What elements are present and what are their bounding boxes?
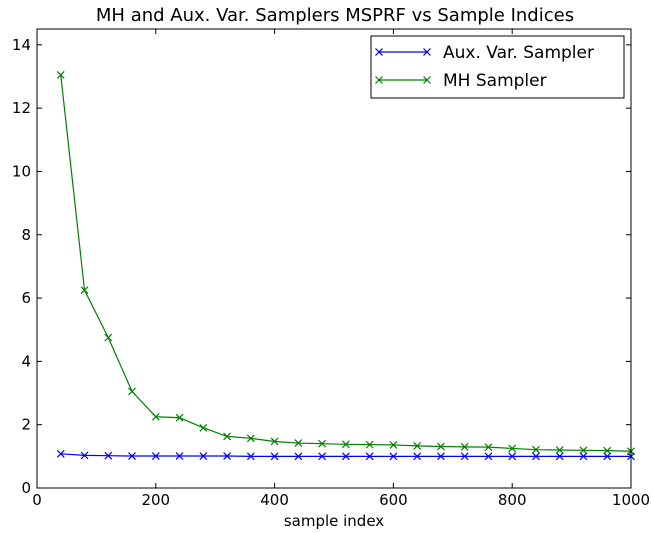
data-point: [104, 333, 113, 342]
data-point: [365, 452, 374, 461]
chart-title: MH and Aux. Var. Samplers MSPRF vs Sampl…: [96, 5, 574, 26]
data-point: [56, 449, 65, 458]
data-point: [341, 440, 350, 449]
data-point: [294, 452, 303, 461]
data-point: [128, 452, 136, 460]
plot-layer: [56, 70, 635, 461]
data-point: [579, 446, 588, 455]
data-point: [199, 452, 208, 460]
legend-label-1: MH Sampler: [443, 71, 547, 91]
legend-marker: [423, 48, 431, 56]
y-tick-label: 12: [12, 99, 31, 117]
x-tick-label: 800: [498, 491, 527, 509]
y-tick-label: 6: [21, 289, 31, 307]
data-point: [436, 442, 445, 451]
data-point: [199, 423, 208, 432]
data-point: [579, 452, 588, 461]
y-tick-label: 8: [21, 226, 31, 244]
data-point: [56, 70, 65, 79]
data-point: [603, 446, 612, 455]
data-point: [508, 452, 517, 461]
data-point: [532, 452, 540, 461]
tick-layer: 0 200 400 600 800 1000 0 2 4 6 8 10 12 14: [12, 29, 650, 509]
data-point: [460, 452, 469, 461]
data-point: [175, 452, 184, 460]
x-tick-label: 200: [141, 491, 170, 509]
data-point: [246, 434, 255, 443]
data-point: [80, 451, 89, 460]
data-point: [555, 452, 564, 461]
data-point: [389, 441, 398, 449]
data-point: [318, 439, 327, 448]
data-point: [80, 286, 89, 295]
y-tick-label: 2: [21, 416, 31, 434]
data-point: [270, 452, 279, 461]
y-tick-label: 14: [12, 36, 31, 54]
data-point: [294, 439, 303, 447]
data-point: [175, 413, 184, 422]
x-tick-label: 0: [32, 491, 42, 509]
x-tick-label: 600: [379, 491, 408, 509]
data-point: [223, 432, 232, 441]
data-point: [270, 437, 279, 446]
data-point: [104, 451, 113, 460]
x-tick-label: 1000: [612, 491, 650, 509]
data-point: [460, 442, 469, 451]
legend-marker: [375, 48, 383, 56]
data-point: [318, 452, 327, 461]
y-tick-label: 0: [21, 479, 31, 497]
data-point: [389, 452, 398, 461]
data-point: [532, 445, 540, 454]
series-line-1: [60, 74, 632, 452]
legend-marker: [423, 76, 431, 84]
data-point: [484, 452, 493, 461]
data-point: [484, 443, 493, 452]
data-point: [413, 452, 422, 461]
y-tick-label: 4: [21, 352, 31, 370]
data-point: [246, 452, 255, 461]
legend-label-0: Aux. Var. Sampler: [443, 43, 594, 63]
data-point: [341, 452, 350, 461]
data-point: [436, 452, 445, 461]
legend-marker: [375, 76, 383, 84]
data-point: [128, 387, 136, 396]
data-point: [413, 441, 422, 450]
x-axis-label: sample index: [284, 512, 384, 530]
legend-box: [370, 35, 625, 99]
data-point: [223, 452, 232, 460]
data-point: [603, 452, 612, 461]
data-point: [508, 444, 517, 453]
x-tick-label: 400: [260, 491, 289, 509]
data-point: [365, 440, 374, 449]
data-point: [555, 446, 564, 454]
legend: Aux. Var. Sampler MH Sampler: [370, 35, 625, 99]
data-point: [151, 412, 160, 421]
y-tick-label: 10: [12, 162, 31, 180]
data-point: [151, 452, 160, 460]
plot-frame: [36, 28, 632, 489]
